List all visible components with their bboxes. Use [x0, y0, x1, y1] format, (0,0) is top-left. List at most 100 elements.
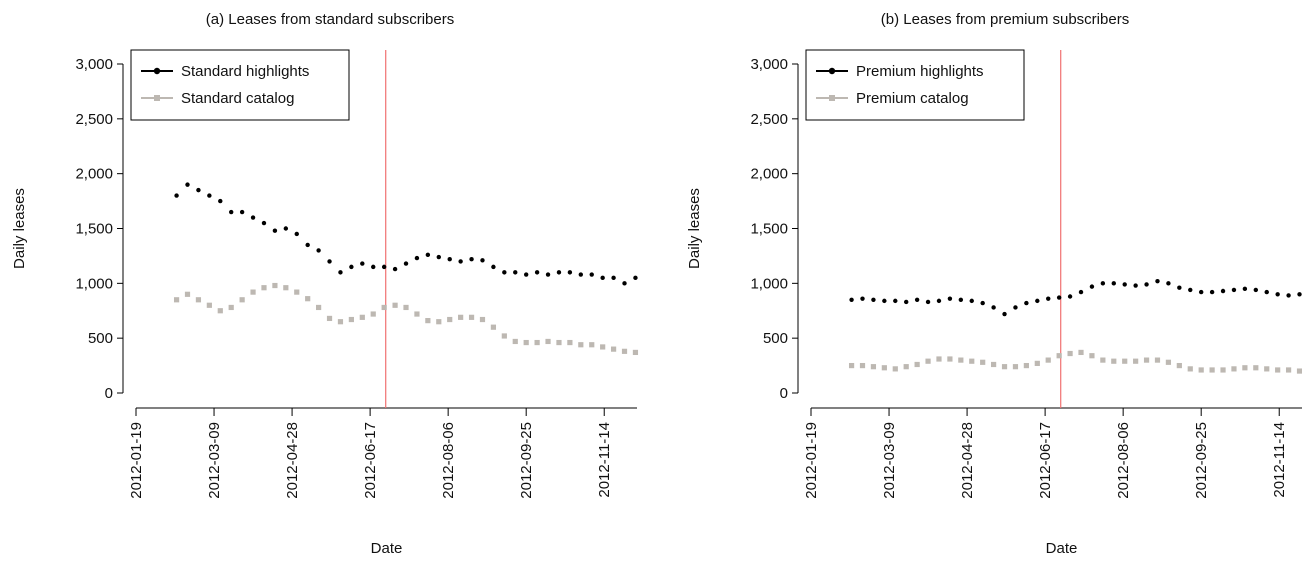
- data-point: [1155, 278, 1160, 284]
- data-point: [184, 291, 191, 297]
- data-point: [370, 311, 376, 317]
- data-point: [523, 339, 529, 346]
- data-point: [578, 342, 584, 348]
- legend-label: Standard catalog: [181, 90, 294, 107]
- data-point: [969, 298, 974, 304]
- data-point: [600, 275, 605, 281]
- data-point: [1024, 300, 1029, 306]
- data-point: [1231, 366, 1237, 372]
- data-point: [991, 305, 996, 310]
- data-point: [1034, 360, 1040, 366]
- data-point: [337, 319, 344, 325]
- data-point: [1188, 287, 1193, 293]
- chart-title: (b) Leases from premium subscribers: [881, 11, 1129, 28]
- data-point: [1285, 367, 1292, 373]
- data-point: [1111, 281, 1116, 286]
- data-point: [1275, 292, 1280, 297]
- data-point: [1231, 287, 1237, 293]
- data-point: [239, 209, 245, 215]
- data-point: [229, 209, 234, 215]
- data-point: [1089, 353, 1095, 359]
- data-point: [1198, 367, 1204, 373]
- data-point: [436, 319, 442, 325]
- data-point: [1187, 366, 1193, 372]
- data-point: [1253, 287, 1259, 293]
- data-point: [914, 297, 920, 302]
- data-point: [305, 242, 310, 248]
- data-point: [1209, 289, 1215, 295]
- legend-marker: [153, 67, 161, 75]
- data-point: [1100, 281, 1106, 286]
- x-tick-label: 2012-08-06: [1115, 422, 1132, 499]
- legend-marker: [829, 95, 835, 101]
- data-point: [469, 257, 474, 262]
- data-point: [1035, 298, 1040, 304]
- data-point: [381, 264, 387, 270]
- data-point: [501, 333, 507, 339]
- data-point: [534, 270, 540, 275]
- y-tick-label: 0: [780, 385, 788, 402]
- data-point: [1297, 292, 1302, 297]
- data-point: [1166, 281, 1171, 286]
- legend-marker: [154, 95, 160, 101]
- data-point: [327, 259, 332, 264]
- data-point: [512, 338, 518, 345]
- data-point: [947, 296, 953, 301]
- data-point: [381, 304, 387, 311]
- data-point: [425, 252, 431, 258]
- x-tick-label: 2012-06-17: [362, 422, 379, 499]
- x-tick-label: 2012-09-25: [518, 422, 535, 499]
- data-point: [980, 300, 985, 306]
- data-point: [436, 254, 441, 260]
- data-point: [1067, 294, 1073, 299]
- data-point: [414, 255, 420, 261]
- y-tick-label: 0: [105, 385, 113, 402]
- data-point: [359, 314, 365, 320]
- data-point: [925, 358, 931, 364]
- data-point: [326, 315, 333, 322]
- data-point: [1253, 365, 1259, 371]
- data-point: [392, 302, 398, 308]
- data-point: [611, 275, 616, 281]
- data-point: [1023, 362, 1029, 369]
- data-point: [1013, 305, 1018, 310]
- data-point: [458, 259, 463, 264]
- data-point: [218, 198, 223, 204]
- data-point: [578, 272, 584, 277]
- x-tick-label: 2012-03-09: [206, 422, 223, 499]
- data-point: [272, 282, 278, 289]
- data-point: [414, 311, 420, 317]
- data-point: [207, 193, 212, 198]
- data-point: [632, 349, 639, 356]
- data-point: [272, 228, 278, 233]
- x-tick-label: 2012-11-14: [1271, 422, 1288, 498]
- y-tick-label: 1,000: [750, 275, 788, 292]
- data-point: [1296, 368, 1302, 374]
- data-point: [958, 297, 964, 302]
- data-point: [1275, 367, 1281, 373]
- data-point: [545, 338, 551, 345]
- data-point: [502, 270, 507, 275]
- legend-box: [805, 49, 1025, 121]
- data-point: [871, 297, 876, 302]
- data-point: [283, 285, 289, 291]
- data-point: [892, 366, 898, 372]
- data-point: [316, 304, 322, 311]
- y-tick-label: 1,500: [75, 221, 113, 238]
- data-point: [1209, 367, 1215, 373]
- data-point: [882, 298, 887, 304]
- data-point: [523, 272, 529, 277]
- data-point: [1067, 350, 1073, 357]
- data-point: [589, 342, 595, 348]
- data-point: [947, 356, 953, 362]
- data-point: [349, 264, 354, 270]
- data-point: [1078, 289, 1084, 295]
- data-point: [490, 324, 497, 330]
- data-point: [217, 308, 223, 314]
- legend-label: Premium highlights: [856, 63, 984, 80]
- legend-box: [130, 49, 350, 121]
- data-point: [1242, 286, 1248, 292]
- data-point: [250, 289, 256, 295]
- data-point: [904, 299, 909, 305]
